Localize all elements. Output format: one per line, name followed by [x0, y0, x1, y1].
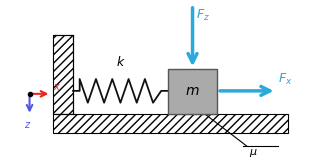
Bar — [168, 69, 217, 114]
Text: $\mu$: $\mu$ — [249, 147, 258, 159]
Bar — [53, 114, 288, 133]
Text: k: k — [117, 56, 124, 69]
Bar — [53, 35, 73, 114]
Text: m: m — [186, 84, 199, 98]
Text: $z$: $z$ — [24, 120, 31, 129]
Text: $F_z$: $F_z$ — [197, 8, 211, 23]
Text: $x$: $x$ — [53, 82, 61, 92]
Text: $F_x$: $F_x$ — [278, 72, 293, 87]
